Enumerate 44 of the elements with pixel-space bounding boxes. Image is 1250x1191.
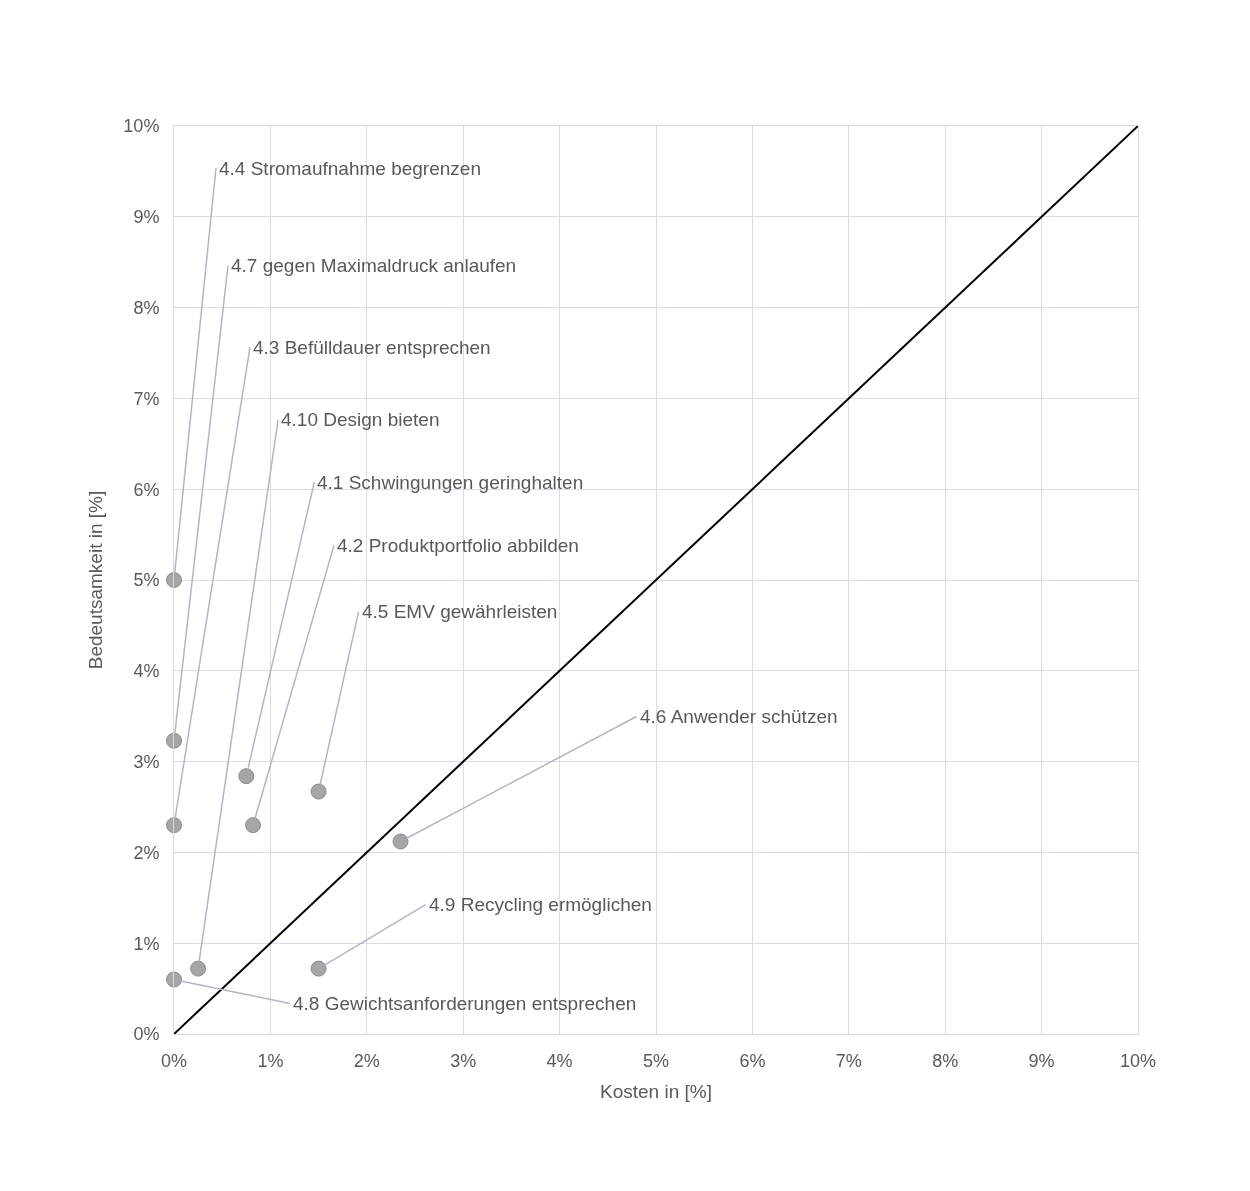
annotation: 4.9 Recycling ermöglichen bbox=[429, 894, 652, 915]
x-tick-label: 10% bbox=[1119, 1050, 1157, 1071]
point bbox=[190, 960, 207, 977]
annotation: 4.10 Design bieten bbox=[281, 409, 440, 430]
point bbox=[166, 971, 182, 988]
annotation: 4.6 Anwender schützen bbox=[640, 706, 838, 727]
x-tick-label: 7% bbox=[835, 1050, 862, 1071]
y-tick-label: 6% bbox=[133, 479, 160, 500]
x-tick-label: 2% bbox=[353, 1050, 380, 1071]
annotation: 4.7 gegen Maximaldruck anlaufen bbox=[231, 255, 517, 276]
point bbox=[166, 817, 182, 834]
y-tick-label: 2% bbox=[133, 842, 160, 863]
y-tick-label: 3% bbox=[133, 751, 160, 772]
annotation: 4.1 Schwingungen geringhalten bbox=[317, 472, 584, 493]
annotation: 4.2 Produktportfolio abbilden bbox=[337, 535, 579, 556]
x-tick-label: 4% bbox=[546, 1050, 573, 1071]
y-tick-label: 10% bbox=[123, 116, 160, 137]
point bbox=[310, 783, 327, 800]
annotation: 4.8 Gewichtsanforderungen entsprechen bbox=[293, 993, 637, 1014]
point bbox=[310, 960, 327, 977]
annotation: 4.5 EMV gewährleisten bbox=[362, 601, 558, 622]
y-tick-label: 1% bbox=[133, 933, 160, 954]
x-tick-label: 9% bbox=[1028, 1050, 1055, 1071]
x-axis-title: Kosten in [%] bbox=[600, 1081, 712, 1103]
point bbox=[238, 768, 255, 785]
point bbox=[392, 833, 409, 850]
x-tick-label: 5% bbox=[642, 1050, 670, 1071]
y-tick-label: 4% bbox=[133, 661, 160, 682]
point bbox=[166, 732, 182, 749]
x-tick-label: 3% bbox=[450, 1050, 477, 1071]
y-tick-label: 0% bbox=[133, 1024, 160, 1045]
point bbox=[245, 817, 262, 834]
x-tick-label: 8% bbox=[932, 1050, 959, 1071]
x-tick-label: 1% bbox=[257, 1050, 284, 1071]
point bbox=[166, 572, 182, 588]
y-tick-label: 5% bbox=[133, 570, 160, 591]
y-tick-label: 8% bbox=[133, 297, 160, 318]
x-tick-label: 6% bbox=[739, 1050, 766, 1071]
y-axis-title: Bedeutsamkeit in [%] bbox=[85, 490, 107, 670]
annotation: 4.4 Stromaufnahme begrenzen bbox=[219, 158, 481, 179]
y-tick-label: 7% bbox=[133, 388, 160, 409]
y-tick-label: 9% bbox=[133, 207, 160, 228]
x-tick-label: 0% bbox=[160, 1050, 188, 1071]
annotation: 4.3 Befülldauer entsprechen bbox=[253, 337, 491, 358]
